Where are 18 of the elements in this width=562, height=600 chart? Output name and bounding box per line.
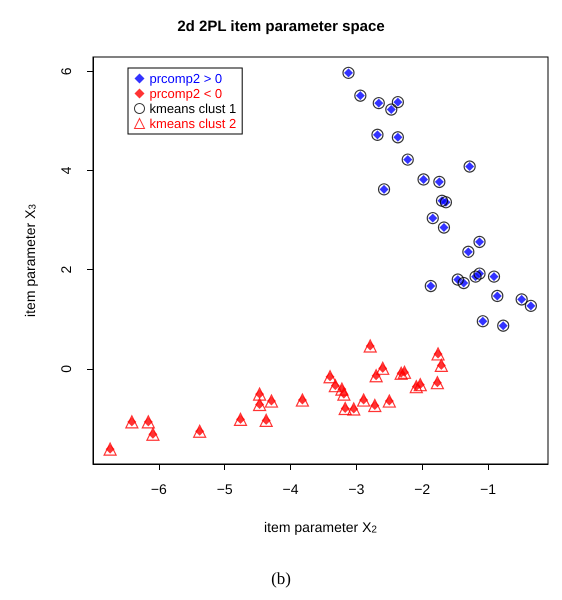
legend-label: prcomp2 > 0 xyxy=(150,71,222,86)
y-tick-label: 4 xyxy=(58,166,74,174)
x-tick-label: −3 xyxy=(348,481,365,497)
y-tick-label: 6 xyxy=(58,67,74,76)
x-tick-label: −2 xyxy=(414,481,430,497)
y-tick-label: 2 xyxy=(58,266,74,274)
x-tick-label: −5 xyxy=(216,481,233,497)
y-axis-title: item parameter X3 xyxy=(22,204,38,317)
text: (b) xyxy=(271,569,291,588)
legend-label: kmeans clust 1 xyxy=(150,101,236,116)
x-axis-title: item parameter X2 xyxy=(264,519,378,536)
chart-title: 2d 2PL item parameter space xyxy=(177,18,385,35)
x-tick-label: −6 xyxy=(150,481,168,497)
x-tick-label: −1 xyxy=(480,481,496,497)
y-tick-label: 0 xyxy=(58,364,74,373)
x-tick-label: −4 xyxy=(282,481,299,497)
legend-label: kmeans clust 2 xyxy=(150,116,236,131)
legend-label: prcomp2 < 0 xyxy=(150,86,222,101)
